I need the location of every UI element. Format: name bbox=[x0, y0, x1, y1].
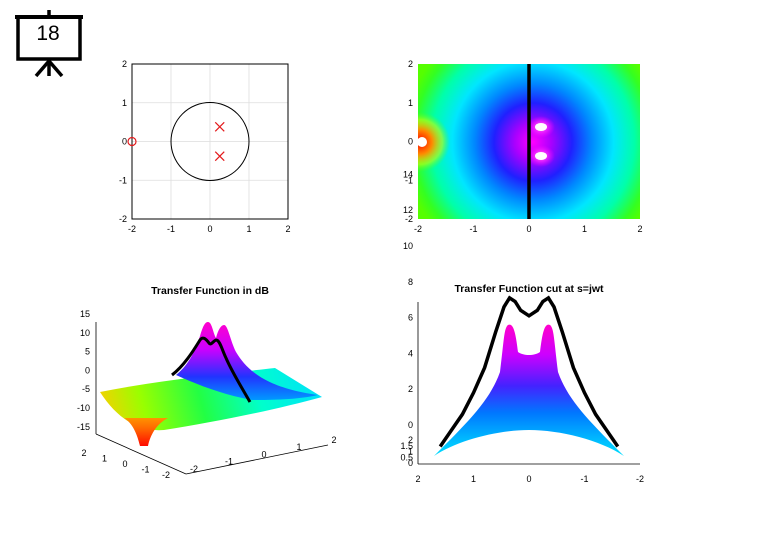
z-tick-label: -5 bbox=[82, 384, 90, 394]
x-tick-label: 1 bbox=[471, 474, 476, 484]
cut-series-line bbox=[438, 295, 620, 448]
jw-cut-curve bbox=[171, 336, 252, 403]
y-tick-label: 6 bbox=[408, 313, 413, 323]
x-axis-line bbox=[185, 444, 329, 475]
y-tick-label-minor: 1 bbox=[408, 447, 413, 457]
y-tick-label: 0 bbox=[122, 459, 127, 469]
pole-zero-axes-box bbox=[131, 63, 289, 220]
y-tick-label: -1 bbox=[119, 175, 127, 185]
pole-zero-grid bbox=[131, 63, 289, 220]
unit-circle bbox=[170, 102, 250, 181]
y-tick-label: 2 bbox=[81, 448, 86, 458]
y-tick-label: 2 bbox=[408, 384, 413, 394]
x-tick-label: 2 bbox=[285, 224, 290, 234]
x-tick-label: -1 bbox=[580, 474, 588, 484]
x-tick-label: 1 bbox=[296, 442, 301, 452]
zero-hotspot bbox=[418, 110, 452, 174]
y-tick-label-minor: 2 bbox=[408, 435, 413, 445]
transfer-function-db-title: Transfer Function in dB bbox=[151, 285, 269, 297]
z-tick-label: 10 bbox=[80, 328, 90, 338]
x-tick-label: -2 bbox=[128, 224, 136, 234]
x-tick-label: -1 bbox=[469, 224, 477, 234]
y-tick-label: 2 bbox=[408, 59, 413, 69]
x-tick-label: 1 bbox=[246, 224, 251, 234]
pole-marker bbox=[214, 151, 225, 162]
x-tick-label: -2 bbox=[190, 464, 198, 474]
transfer-function-cut-title: Transfer Function cut at s=jwt bbox=[454, 283, 604, 295]
z-tick-label: -10 bbox=[77, 403, 90, 413]
y-tick-label: -2 bbox=[162, 470, 170, 480]
y-tick-label: 1 bbox=[408, 98, 413, 108]
x-tick-label: 2 bbox=[415, 474, 420, 484]
y-tick-label: 12 bbox=[403, 205, 413, 215]
z-tick-label: 0 bbox=[85, 365, 90, 375]
x-tick-label: -1 bbox=[225, 457, 233, 467]
y-tick-label-minor: 0 bbox=[408, 458, 413, 468]
y-tick-label: -2 bbox=[405, 214, 413, 224]
x-tick-label: 2 bbox=[637, 224, 642, 234]
x-tick-label: 0 bbox=[261, 449, 266, 459]
x-tick-label: -1 bbox=[167, 224, 175, 234]
y-tick-label-minor: 1.5 bbox=[400, 441, 413, 451]
zero-marker bbox=[127, 136, 137, 147]
y-tick-label: 4 bbox=[408, 348, 413, 358]
x-tick-label: 2 bbox=[331, 435, 336, 445]
y-tick-label: 0 bbox=[408, 420, 413, 430]
x-tick-label: 0 bbox=[526, 224, 531, 234]
y-tick-label: -1 bbox=[405, 175, 413, 185]
y-tick-label: -1 bbox=[141, 465, 149, 475]
pole-hole-upper bbox=[535, 123, 547, 131]
y-tick-label: 1 bbox=[102, 454, 107, 464]
x-tick-label: -2 bbox=[636, 474, 644, 484]
presentation-board-icon bbox=[15, 10, 83, 78]
transfer-function-cut-plot: Transfer Function cut at s=jwt 2 1 0 -1 -214… bbox=[400, 169, 644, 484]
x-tick-label: 0 bbox=[526, 474, 531, 484]
y-tick-label-minor: 0.5 bbox=[400, 452, 413, 462]
y-tick-label: 14 bbox=[403, 169, 413, 179]
pole-hole-lower bbox=[535, 152, 547, 160]
x-tick-label: 0 bbox=[207, 224, 212, 234]
transfer-function-3d-plot: Transfer Function in dB 151050-5-10-1521… bbox=[77, 285, 337, 480]
y-axis-line bbox=[95, 433, 187, 475]
y-tick-label: 2 bbox=[122, 59, 127, 69]
pole-zero-markers bbox=[127, 121, 225, 162]
y-tick-label: -2 bbox=[119, 214, 127, 224]
z-tick-label: 5 bbox=[85, 347, 90, 357]
y-tick-label: 0 bbox=[122, 137, 127, 147]
pole-zero-tick-labels: -2 -1 0 1 2 2 1 0 -1 -2 bbox=[119, 59, 291, 234]
slide-number: 18 bbox=[36, 22, 60, 45]
y-tick-label: 0 bbox=[408, 137, 413, 147]
pole-peaks bbox=[176, 322, 318, 400]
pole-zero-plot: -2 -1 0 1 2 2 1 0 -1 -2 bbox=[119, 59, 291, 234]
z-tick-label: 15 bbox=[80, 309, 90, 319]
x-tick-label: -2 bbox=[414, 224, 422, 234]
y-tick-label: 8 bbox=[408, 277, 413, 287]
x-tick-label: 1 bbox=[582, 224, 587, 234]
z-tick-label: -15 bbox=[77, 422, 90, 432]
y-tick-label: 10 bbox=[403, 241, 413, 251]
cut-envelope bbox=[434, 324, 624, 456]
zero-hole bbox=[418, 137, 427, 147]
zero-well bbox=[124, 418, 168, 446]
y-tick-label: 1 bbox=[122, 98, 127, 108]
pole-marker bbox=[214, 121, 225, 132]
